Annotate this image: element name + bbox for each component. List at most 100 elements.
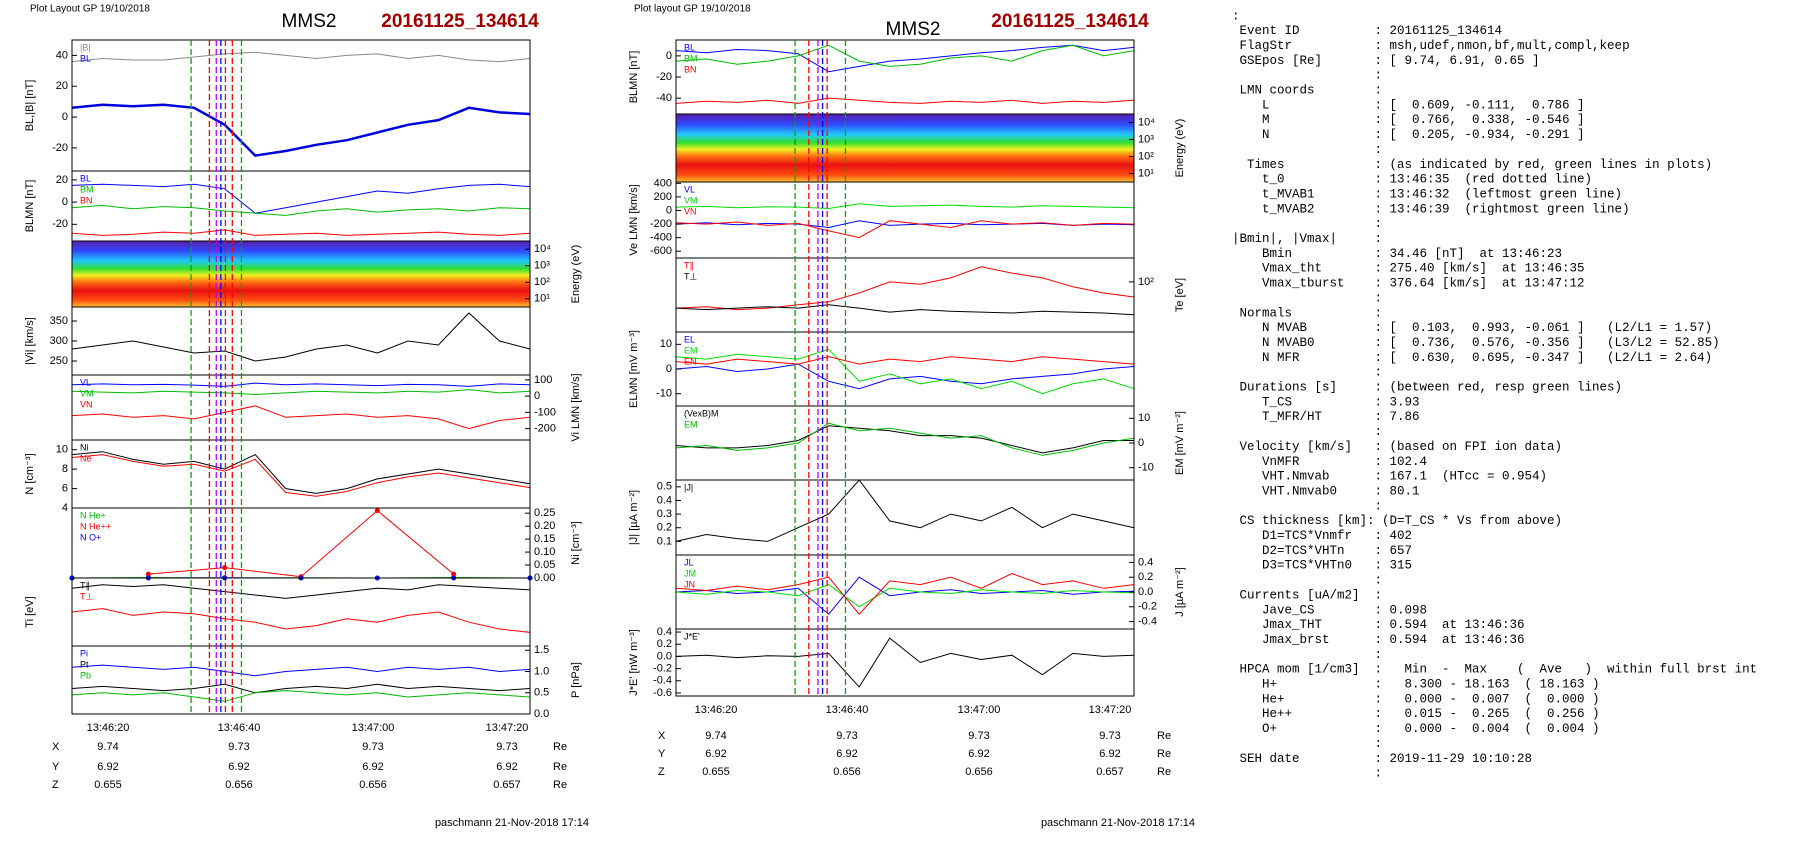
info-line: VHT.Nmvab : 167.1 (HTcc = 0.954) xyxy=(1232,470,1547,484)
series-line xyxy=(676,426,1134,453)
info-line: Normals : xyxy=(1232,306,1382,320)
y-axis-label: Energy (eV) xyxy=(570,245,582,304)
info-line: Event ID : 20161125_134614 xyxy=(1232,24,1502,38)
info-line: HPCA mom [1/cm3] : Min - Max ( Ave ) wit… xyxy=(1232,663,1757,677)
x-tick-label: 13:46:20 xyxy=(695,704,738,716)
coord-cell: 6.92 xyxy=(228,761,249,773)
y-tick-label: 10³ xyxy=(534,260,550,272)
series-line xyxy=(676,267,1134,310)
panel-frame xyxy=(72,508,530,578)
y-tick-label: 0.0 xyxy=(534,708,549,720)
info-line: : xyxy=(1232,425,1382,439)
coord-cell: 0.655 xyxy=(94,779,122,791)
marker xyxy=(375,508,380,513)
y-tick-label: 10³ xyxy=(1138,133,1154,145)
y-tick-label: -10 xyxy=(656,388,672,400)
info-line: Jmax_brst : 0.594 at 13:46:36 xyxy=(1232,633,1525,647)
legend-entry: VN xyxy=(684,206,697,216)
series-line xyxy=(148,511,453,577)
y-tick-label: -0.2 xyxy=(653,662,672,674)
y-tick-label: -0.4 xyxy=(653,675,672,687)
info-line: N MVAB : [ 0.103, 0.993, -0.061 ] (L2/L1… xyxy=(1232,321,1712,335)
panel-frame xyxy=(676,629,1134,696)
coord-cell: 9.73 xyxy=(228,741,249,753)
legend-entry: BM xyxy=(80,184,94,194)
y-tick-label: 0 xyxy=(1138,437,1144,449)
x-tick-label: 13:46:20 xyxy=(87,722,130,734)
coord-cell: X xyxy=(52,741,60,753)
y-tick-label: 400 xyxy=(654,177,672,189)
info-line: : xyxy=(1232,217,1382,231)
y-tick-label: 0.05 xyxy=(534,559,555,571)
series-line xyxy=(676,221,1134,228)
series-line xyxy=(676,45,1134,71)
y-tick-label: -0.2 xyxy=(1138,601,1157,613)
y-tick-label: 0.4 xyxy=(657,494,672,506)
info-line: : xyxy=(1232,574,1382,588)
y-tick-label: 0 xyxy=(62,196,68,208)
series-line xyxy=(676,357,1134,364)
legend-entry: BL xyxy=(684,42,695,52)
y-tick-label: 0 xyxy=(666,50,672,62)
legend-entry: VN xyxy=(80,399,93,409)
y-tick-label: 0 xyxy=(62,111,68,123)
info-line: H+ : 8.300 - 18.163 ( 18.163 ) xyxy=(1232,678,1600,692)
coord-cell: 9.74 xyxy=(705,730,726,742)
y-tick-label: 0.15 xyxy=(534,533,555,545)
series-line xyxy=(676,204,1134,209)
series-line xyxy=(676,45,1134,66)
y-tick-label: 0.5 xyxy=(534,687,549,699)
panel-frame xyxy=(72,440,530,508)
y-tick-label: -0.4 xyxy=(1138,616,1157,628)
info-line: VnMFR : 102.4 xyxy=(1232,455,1427,469)
y-axis-label: Ni [cm⁻³] xyxy=(570,521,582,565)
info-line: LMN coords : xyxy=(1232,84,1382,98)
y-axis-label: BL,|B| [nT] xyxy=(24,80,36,132)
legend-entry: BL xyxy=(80,173,91,183)
series-line xyxy=(676,423,1134,455)
coord-cell: 6.92 xyxy=(1099,748,1120,760)
y-tick-label: -20 xyxy=(52,218,68,230)
series-line xyxy=(676,349,1134,393)
legend-entry: Pi xyxy=(80,648,88,658)
coord-cell: 0.656 xyxy=(833,766,861,778)
legend-entry: BM xyxy=(684,53,698,63)
y-tick-label: 0.0 xyxy=(1138,586,1153,598)
panel-frame xyxy=(676,182,1134,258)
coord-cell: 0.657 xyxy=(1096,766,1124,778)
y-tick-label: 0.10 xyxy=(534,546,555,558)
coord-cell: 0.657 xyxy=(493,779,521,791)
y-tick-label: -0.6 xyxy=(653,687,672,699)
legend-entry: Ne xyxy=(80,453,92,463)
y-tick-label: -200 xyxy=(534,423,556,435)
coord-cell: 6.92 xyxy=(362,761,383,773)
info-line: Currents [uA/m2] : xyxy=(1232,588,1382,602)
legend-entry: VL xyxy=(80,377,91,387)
coord-cell: 9.73 xyxy=(968,730,989,742)
info-line: He+ : 0.000 - 0.007 ( 0.000 ) xyxy=(1232,692,1600,706)
y-tick-label: 1.5 xyxy=(534,644,549,656)
legend-entry: J*E' xyxy=(684,631,700,641)
legend-entry: JN xyxy=(684,579,695,589)
y-tick-label: -100 xyxy=(534,406,556,418)
legend-entry: EM xyxy=(684,419,698,429)
legend-entry: Ni xyxy=(80,442,89,452)
spacecraft: MMS2 xyxy=(282,11,337,32)
series-line xyxy=(72,105,530,156)
legend-entry: BN xyxy=(80,195,93,205)
info-line: D3=TCS*VHTn0 : 315 xyxy=(1232,559,1412,573)
coord-cell: Z xyxy=(658,766,665,778)
legend-entry: JL xyxy=(684,557,694,567)
coord-cell: 0.656 xyxy=(225,779,253,791)
y-axis-label: ELMN [mV m⁻³] xyxy=(628,330,640,408)
series-line xyxy=(676,305,1134,315)
series-line xyxy=(676,638,1134,687)
y-axis-label: Te [eV] xyxy=(1174,278,1186,312)
y-tick-label: 250 xyxy=(50,355,68,367)
coord-cell: 9.73 xyxy=(836,730,857,742)
info-line: T_MFR/HT : 7.86 xyxy=(1232,410,1420,424)
info-line: M : [ 0.766, 0.338, -0.546 ] xyxy=(1232,113,1585,127)
coord-cell: 6.92 xyxy=(496,761,517,773)
coord-cell: Re xyxy=(553,779,567,791)
y-axis-label: Energy (eV) xyxy=(1174,119,1186,178)
